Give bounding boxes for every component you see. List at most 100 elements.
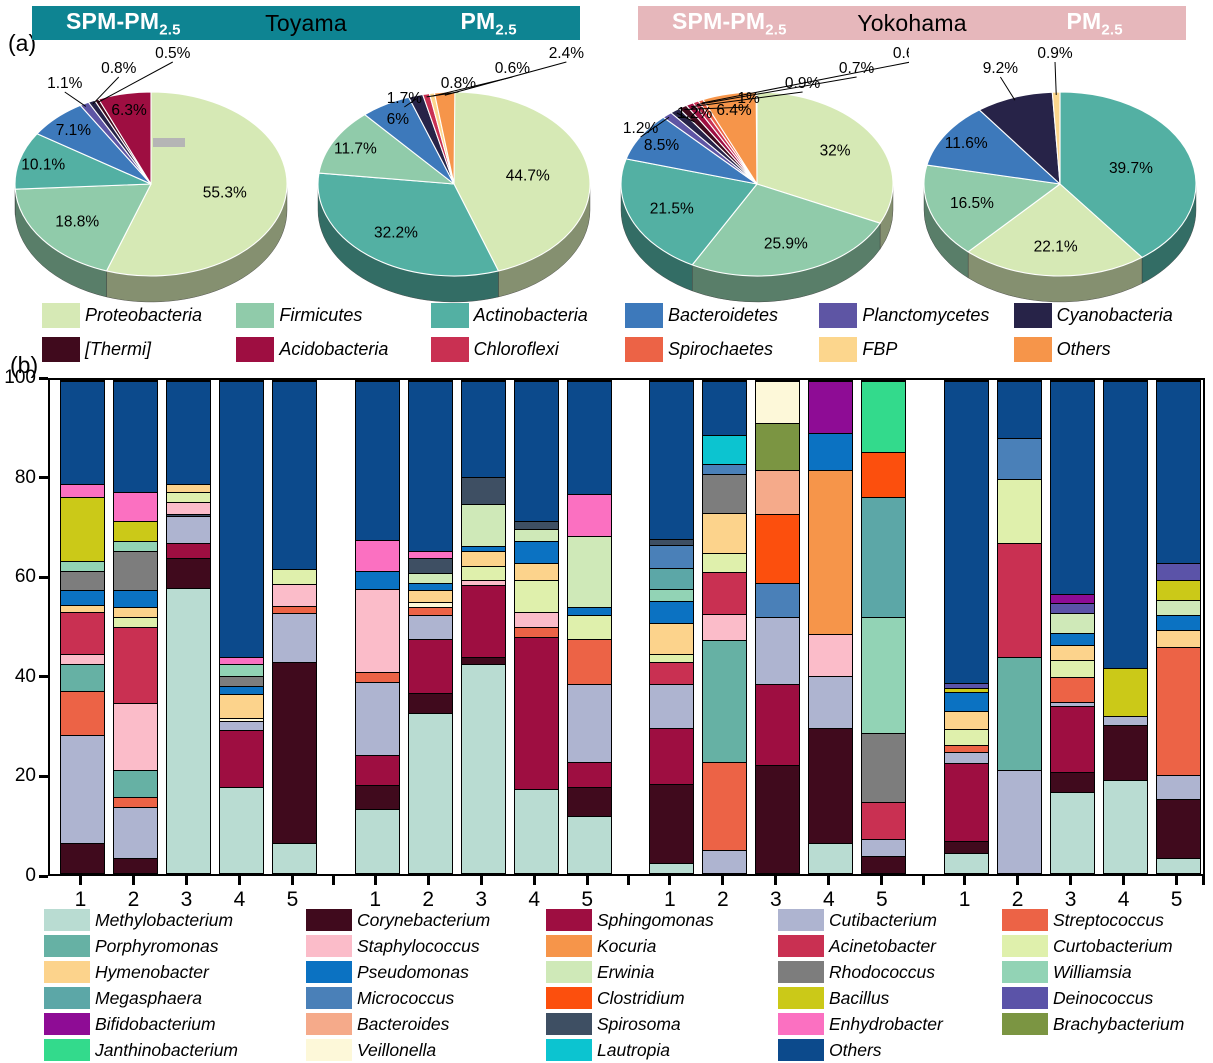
segment-Streptococcus <box>567 639 611 684</box>
pie-svg: 44.7%32.2%11.7%6%1.7%0.8%0.6%2.4% <box>317 45 591 303</box>
segment-Corynebacterium <box>273 662 316 844</box>
segment-Pseudomonas <box>1157 614 1201 630</box>
phylum-legend-item: FBP <box>819 337 1009 362</box>
segment-Methylobacterium <box>1051 791 1095 873</box>
segment-Hymenobacter <box>461 550 505 566</box>
segment-Acinetobacter <box>862 801 906 839</box>
segment-Spirosoma <box>461 477 505 505</box>
segment-Cutibacterium <box>1051 701 1095 706</box>
segment-Streptococcus <box>514 627 558 637</box>
phylum-swatch <box>236 303 275 328</box>
segment-Curtobacterium <box>703 552 747 573</box>
pie-value-FBP: 0.9% <box>1037 45 1073 62</box>
segment-Methylobacterium <box>355 809 399 873</box>
segment-Methylobacterium <box>567 816 611 873</box>
segment-Acinetobacter <box>650 661 694 685</box>
bar-Yokohama-PM2-5-5 <box>1156 380 1202 874</box>
pie-value-Firmicutes: 11.7% <box>334 141 377 158</box>
segment-Streptococcus <box>1051 677 1095 702</box>
genus-name: Micrococcus <box>357 987 455 1008</box>
x-tick-label: 3 <box>1064 888 1077 911</box>
segment-Corynebacterium <box>461 656 505 664</box>
segment-Erwinia <box>1157 600 1201 615</box>
segment-Staphylococcus <box>114 703 157 770</box>
phylum-legend-item: Actinobacteria <box>430 303 621 328</box>
toyama-spm-label: SPM-PM2.5 <box>66 7 181 39</box>
segment-Sphingomonas <box>756 683 800 765</box>
segment-Pseudomonas <box>1051 632 1095 646</box>
segment-Others <box>567 381 611 495</box>
pie-value-Planctomycetes: 1.1% <box>47 75 83 92</box>
genus-legend-item: Curtobacterium <box>1002 934 1210 958</box>
bar-Yokohama-PM2-5-1 <box>944 380 990 874</box>
genus-swatch <box>546 1039 592 1061</box>
pie-leader-Cyanobacteria <box>92 76 120 105</box>
y-tick-mark <box>39 874 48 878</box>
segment-Curtobacterium <box>567 614 611 640</box>
segment-Corynebacterium <box>61 843 104 873</box>
pie-value-Proteobacteria: 32% <box>820 142 851 159</box>
genus-legend-item: Acinetobacter <box>778 934 1002 958</box>
segment-Others <box>114 381 157 492</box>
pie-slice-Firmicutes <box>14 183 152 272</box>
segment-Cutibacterium <box>650 684 694 729</box>
segment-Cutibacterium <box>1104 715 1148 726</box>
panel-b-label: (b) <box>10 352 39 378</box>
pie-value-Firmicutes: 25.9% <box>764 235 808 252</box>
x-tick-label: 5 <box>581 888 594 911</box>
pie-value-Chloroflexi: 0.7% <box>839 60 875 77</box>
pie-value-Actinobacteria: 39.7% <box>1109 160 1153 177</box>
x-tick-label: 2 <box>717 888 729 911</box>
segment-Cutibacterium <box>756 617 800 684</box>
segment-Methylobacterium <box>220 786 263 873</box>
segment-Sphingomonas <box>408 639 452 694</box>
segment-Curtobacterium <box>998 479 1042 544</box>
pie-value-Cyanobacteria: 1.7% <box>387 90 423 107</box>
x-tick-mark <box>668 876 672 885</box>
genus-name: Clostridium <box>597 987 685 1008</box>
genus-legend-item: Erwinia <box>546 960 778 984</box>
pie-value-Actinobacteria: 10.1% <box>21 157 65 174</box>
y-tick-mark <box>39 774 48 778</box>
segment-Brachybacterium <box>756 422 800 470</box>
segment-Micrococcus <box>998 437 1042 480</box>
genus-name: Deinococcus <box>1053 987 1154 1008</box>
bar-Yokohama-SPM-PM2-5-4 <box>808 380 854 874</box>
segment-Pseudomonas <box>461 545 505 551</box>
x-tick-mark-gap <box>332 876 336 885</box>
genus-name: Lautropia <box>597 1039 670 1060</box>
segment-Veillonella <box>220 718 263 722</box>
genus-name: Enhydrobacter <box>829 1013 943 1034</box>
toyama-header: SPM-PM2.5 Toyama PM2.5 <box>32 6 580 40</box>
genus-swatch <box>306 935 352 957</box>
segment-Others <box>167 381 210 485</box>
segment-Others <box>461 381 505 478</box>
genus-name: Bifidobacterium <box>95 1013 216 1034</box>
genus-name: Hymenobacter <box>95 961 209 982</box>
segment-Acinetobacter <box>114 627 157 704</box>
segment-Methylobacterium <box>650 863 694 873</box>
segment-Deinococcus <box>1051 603 1095 614</box>
genus-swatch <box>306 1013 352 1035</box>
segment-Bacillus <box>61 496 104 561</box>
segment-Others <box>355 381 399 540</box>
x-tick-label: 3 <box>770 888 782 911</box>
pie-slice-Firmicutes <box>318 114 455 185</box>
segment-Hymenobacter <box>650 623 694 654</box>
segment-Methylobacterium <box>809 843 853 873</box>
segment-Pseudomonas <box>408 582 452 591</box>
pie-leader-Spirochaetes <box>701 61 909 104</box>
genus-legend-column: Methylobacterium Porphyromonas Hymenobacte… <box>44 908 306 1062</box>
pie-svg: 39.7% 22.1% 16.5% 11.6% 9.2% 0.9% <box>923 45 1197 303</box>
y-tick-mark <box>39 575 48 579</box>
segment-Streptococcus <box>945 745 989 752</box>
segment-Streptococcus <box>355 672 399 683</box>
bar-Toyama-PM2-5-3 <box>460 380 506 874</box>
segment-Pseudomonas <box>650 601 694 624</box>
segment-Cutibacterium <box>862 838 906 856</box>
x-tick-label: 4 <box>823 888 835 911</box>
genus-name: Cutibacterium <box>829 909 937 930</box>
segment-Porphyromonas <box>703 639 747 762</box>
segment-Bacillus <box>945 688 989 693</box>
phylum-legend-item: Spirochaetes <box>624 337 815 362</box>
